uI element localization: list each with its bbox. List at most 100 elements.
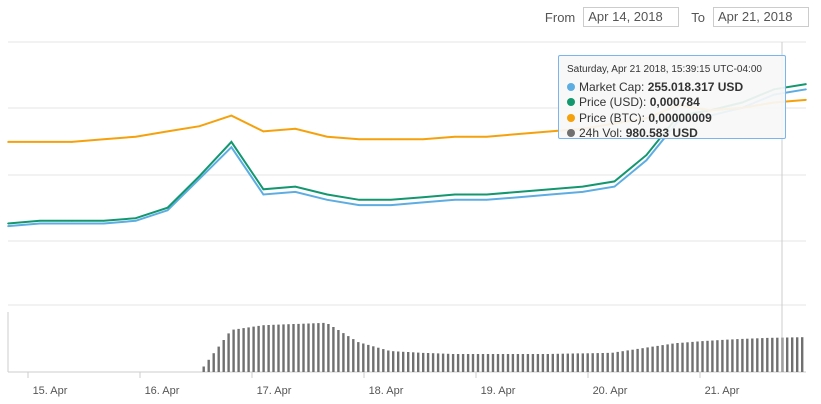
- data-point: [7, 222, 9, 225]
- volume-bar: [576, 353, 579, 372]
- x-tick-label: 15. Apr: [33, 385, 68, 397]
- volume-bar: [611, 352, 614, 372]
- data-point: [422, 138, 424, 141]
- volume-bar: [412, 352, 415, 372]
- volume-bar: [726, 339, 729, 372]
- volume-bar: [591, 353, 594, 372]
- volume-bar: [397, 351, 400, 372]
- data-point: [422, 201, 424, 204]
- volume-bar: [332, 327, 335, 372]
- volume-bar: [227, 333, 230, 372]
- volume-bar: [302, 323, 305, 372]
- volume-bar: [561, 353, 564, 372]
- volume-bar: [796, 337, 799, 372]
- data-point: [7, 225, 9, 227]
- volume-bar: [761, 338, 764, 372]
- volume-bar: [456, 354, 460, 372]
- volume-bar: [686, 342, 689, 372]
- volume-bar: [801, 337, 804, 372]
- volume-bar: [546, 354, 549, 372]
- volume-bar: [521, 354, 525, 372]
- data-point: [294, 185, 297, 188]
- volume-bar: [237, 328, 240, 372]
- volume-bar: [641, 348, 644, 372]
- data-point: [294, 127, 297, 130]
- volume-bar: [746, 338, 749, 372]
- volume-bar: [656, 345, 659, 372]
- volume-bar: [322, 322, 325, 372]
- volume-bar: [501, 354, 505, 372]
- volume-bar: [631, 349, 634, 372]
- data-point: [358, 138, 360, 141]
- volume-bar: [566, 353, 569, 372]
- data-point: [166, 206, 169, 209]
- data-point: [230, 114, 233, 117]
- volume-bar: [556, 353, 559, 372]
- volume-bar: [506, 354, 510, 372]
- volume-bar: [696, 341, 699, 372]
- x-tick-label: 21. Apr: [705, 385, 740, 397]
- tooltip-header: Saturday, Apr 21 2018, 15:39:15 UTC-04:0…: [567, 64, 762, 75]
- data-point: [102, 220, 105, 222]
- volume-bar: [701, 341, 704, 372]
- data-point: [645, 154, 648, 156]
- volume-bar: [287, 324, 290, 372]
- volume-bar: [217, 346, 220, 372]
- volume-bar: [491, 354, 495, 372]
- to-date-input[interactable]: Apr 21, 2018: [713, 7, 809, 27]
- data-point: [39, 220, 41, 222]
- volume-bar: [431, 353, 435, 372]
- data-point: [198, 177, 201, 180]
- data-point: [581, 191, 584, 193]
- data-point: [71, 222, 73, 225]
- data-point: [454, 135, 456, 138]
- volume-bar: [741, 338, 744, 372]
- volume-bar: [736, 339, 739, 372]
- data-point: [134, 135, 137, 138]
- data-point: [71, 220, 73, 222]
- market-cap-dot-icon: [567, 82, 575, 91]
- volume-bar: [407, 352, 410, 372]
- volume-bar: [721, 339, 724, 372]
- volume-dot-icon: [567, 129, 575, 137]
- data-point: [613, 185, 616, 188]
- data-point: [198, 125, 201, 127]
- tooltip-row-price-usd: Price (USD): 0,000784: [567, 95, 777, 111]
- data-point: [422, 196, 424, 198]
- data-point: [390, 204, 392, 206]
- volume-bar: [771, 337, 774, 372]
- volume-bar: [511, 354, 515, 372]
- x-tick-label: 19. Apr: [481, 385, 516, 397]
- data-point: [613, 180, 616, 183]
- volume-bar: [337, 330, 340, 372]
- volume-bar: [222, 340, 225, 372]
- volume-bar: [486, 354, 490, 372]
- volume-bar: [282, 324, 285, 372]
- volume-bar: [716, 340, 719, 372]
- volume-bar: [402, 351, 405, 372]
- volume-bar: [516, 354, 520, 372]
- volume-bar: [786, 337, 789, 372]
- volume-bar: [626, 350, 629, 372]
- volume-bar: [601, 353, 604, 372]
- data-point: [71, 141, 73, 143]
- data-point: [517, 133, 520, 135]
- data-point: [805, 83, 807, 85]
- data-point: [102, 138, 105, 141]
- data-point: [166, 130, 169, 133]
- volume-bar: [581, 353, 584, 372]
- from-date-input[interactable]: Apr 14, 2018: [583, 7, 680, 27]
- volume-bar: [541, 354, 545, 372]
- data-point: [805, 99, 807, 101]
- volume-bar: [651, 346, 654, 372]
- volume-bar: [232, 329, 235, 372]
- data-point: [230, 141, 233, 143]
- volume-bar: [382, 349, 385, 372]
- volume-bar: [756, 338, 759, 372]
- volume-bar: [791, 337, 794, 372]
- data-point: [390, 199, 392, 201]
- volume-bar: [616, 351, 619, 372]
- chart-tooltip: Saturday, Apr 21 2018, 15:39:15 UTC-04:0…: [558, 55, 786, 140]
- data-point: [645, 159, 648, 162]
- x-tick-label: 17. Apr: [257, 385, 292, 397]
